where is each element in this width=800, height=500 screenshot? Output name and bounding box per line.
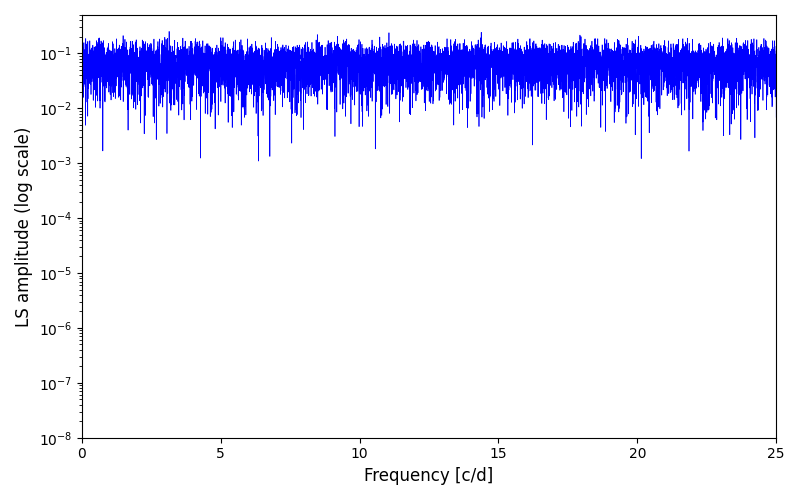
Y-axis label: LS amplitude (log scale): LS amplitude (log scale) <box>15 126 33 326</box>
X-axis label: Frequency [c/d]: Frequency [c/d] <box>364 467 494 485</box>
